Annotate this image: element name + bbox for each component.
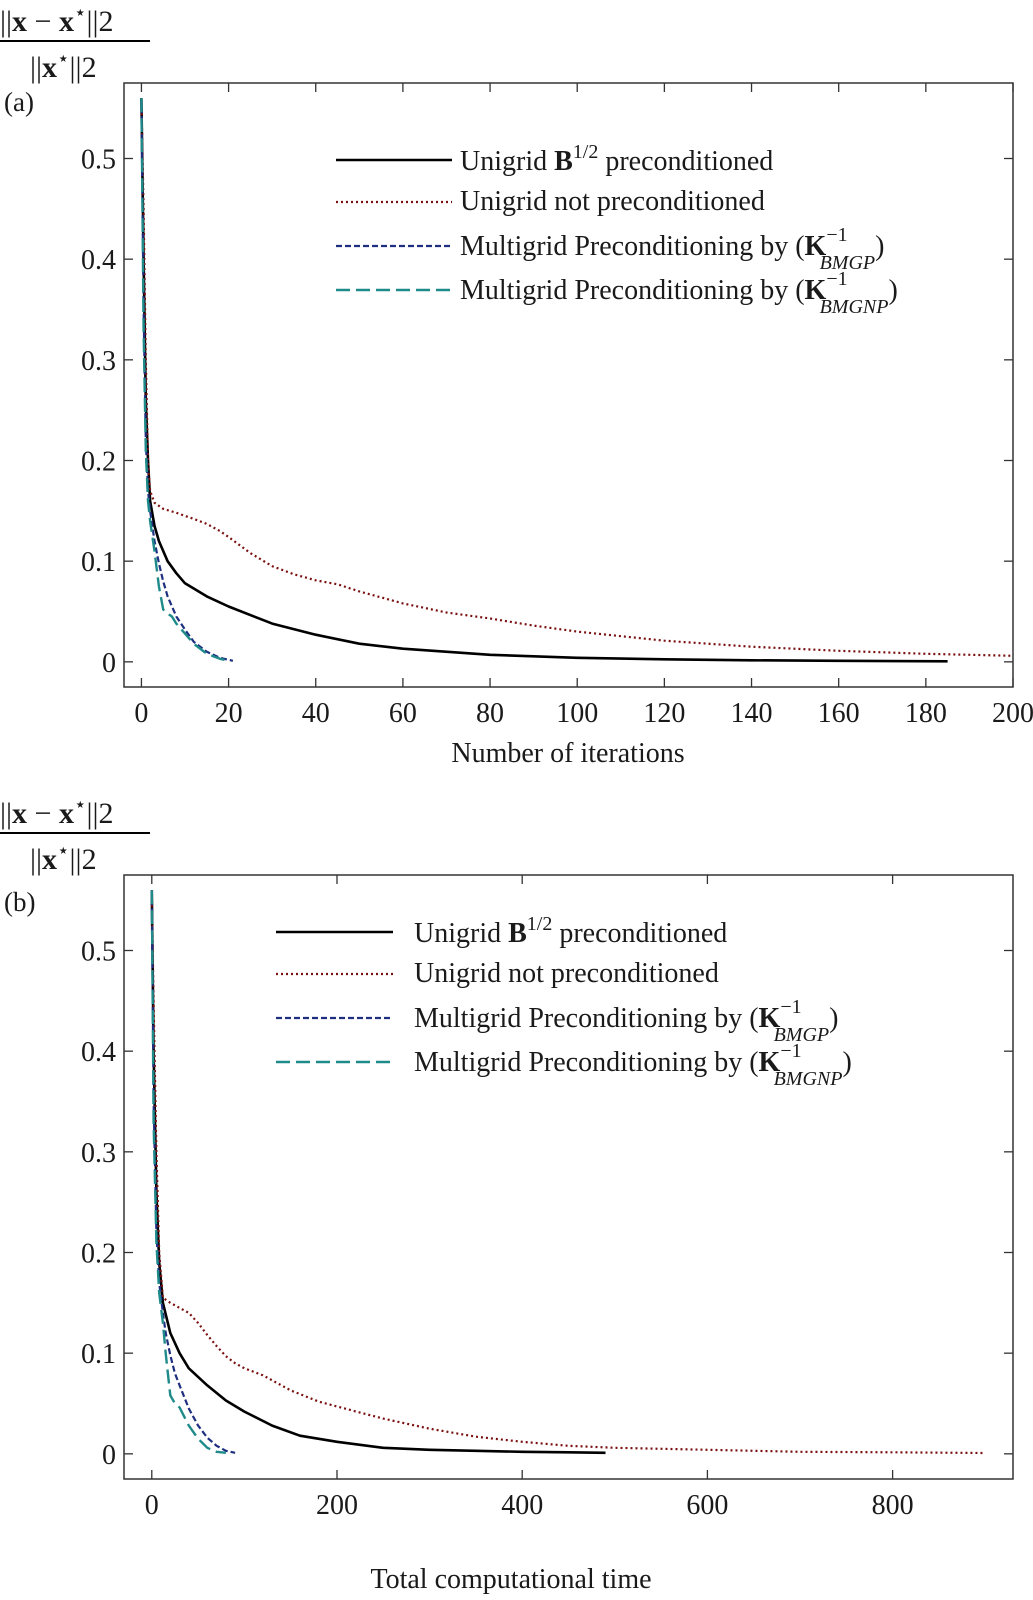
panel-label-b: (b)	[4, 887, 35, 917]
y-tick-label: 0	[102, 648, 116, 679]
y-axis-denominator: ||x⋆||2	[30, 840, 97, 876]
legend-item-bmgp-a: Multigrid Preconditioning by (K−1 BMGP)	[336, 224, 884, 274]
panel-b: ||x − x⋆||2 ||x⋆||2 (b) 0 200 400 600 800 0 0.…	[0, 794, 1014, 1595]
y-tick-label: 0.5	[81, 145, 116, 176]
x-tick-label: 80	[476, 698, 504, 729]
legend-item-unigrid-b: Unigrid B1/2 preconditioned	[276, 913, 727, 949]
y-axis-label-b: ||x − x⋆||2 ||x⋆||2	[0, 794, 150, 876]
panel-a: ||x − x⋆||2 ||x⋆||2 (a) 0 20 40 60 80 100 120 1…	[0, 2, 1033, 769]
x-tick-label: 60	[389, 698, 417, 729]
series-a	[140, 98, 1014, 663]
legend-a: Unigrid B1/2 preconditioned Unigrid not …	[336, 141, 898, 318]
x-tick-label: 600	[686, 1490, 728, 1521]
legend-label-unigrid: Unigrid B1/2 preconditioned	[414, 913, 727, 949]
y-tick-label: 0.1	[81, 547, 116, 578]
x-tick-label: 0	[134, 698, 148, 729]
ticks-b: 0 200 400 600 800 0 0.1 0.2 0.3 0.4 0.5	[81, 875, 1013, 1521]
series-b	[150, 890, 986, 1455]
series-line-notpre	[150, 890, 986, 1455]
x-axis-title-a: Number of iterations	[451, 738, 684, 769]
series-line-bmgp	[140, 98, 234, 662]
y-tick-label: 0.3	[81, 1138, 116, 1169]
legend-label-bmgnp: Multigrid Preconditioning by (K−1 BMGNP)	[460, 268, 898, 318]
series-line-bmgnp	[150, 890, 227, 1454]
y-axis-label-a: ||x − x⋆||2 ||x⋆||2	[0, 2, 150, 84]
y-tick-label: 0.5	[81, 937, 116, 968]
plot-frame-a	[123, 82, 1014, 688]
x-tick-label: 400	[501, 1490, 543, 1521]
legend-b: Unigrid B1/2 preconditioned Unigrid not …	[276, 913, 852, 1090]
x-tick-label: 20	[215, 698, 243, 729]
legend-item-unigrid-a: Unigrid B1/2 preconditioned	[336, 141, 773, 177]
y-axis-numerator: ||x − x⋆||2	[0, 794, 113, 830]
y-tick-label: 0	[102, 1440, 116, 1471]
series-line-bmgp	[150, 890, 236, 1454]
legend-label-bmgp: Multigrid Preconditioning by (K−1 BMGP)	[414, 996, 838, 1046]
series-line-notpre	[140, 98, 1014, 657]
legend-item-bmgnp-a: Multigrid Preconditioning by (K−1 BMGNP)	[336, 268, 898, 318]
y-axis-denominator: ||x⋆||2	[30, 48, 97, 84]
series-line-unigrid	[140, 98, 948, 663]
legend-item-bmgp-b: Multigrid Preconditioning by (K−1 BMGP)	[276, 996, 838, 1046]
y-tick-label: 0.2	[81, 447, 116, 478]
y-tick-label: 0.3	[81, 346, 116, 377]
x-tick-label: 40	[302, 698, 330, 729]
x-tick-label: 800	[872, 1490, 914, 1521]
x-tick-label: 100	[556, 698, 598, 729]
legend-label-bmgnp: Multigrid Preconditioning by (K−1 BMGNP)	[414, 1040, 852, 1090]
panel-label-a: (a)	[4, 87, 34, 117]
x-tick-label: 180	[905, 698, 947, 729]
series-line-bmgnp	[140, 98, 229, 662]
x-tick-label: 200	[992, 698, 1033, 729]
y-tick-label: 0.4	[81, 1037, 116, 1068]
x-tick-label: 160	[818, 698, 860, 729]
y-axis-numerator: ||x − x⋆||2	[0, 2, 113, 38]
legend-label-unigrid: Unigrid B1/2 preconditioned	[460, 141, 773, 177]
ticks-a: 0 20 40 60 80 100 120 140 160 180 200 0 0.1 0.2 0.3 0.4…	[81, 83, 1033, 729]
legend-item-notpre-b: Unigrid not preconditioned	[276, 958, 719, 989]
x-axis-title-b: Total computational time	[370, 1564, 651, 1595]
plot-frame-b	[123, 874, 1014, 1480]
y-tick-label: 0.4	[81, 245, 116, 276]
legend-label-bmgp: Multigrid Preconditioning by (K−1 BMGP)	[460, 224, 884, 274]
x-tick-label: 120	[643, 698, 685, 729]
y-tick-label: 0.1	[81, 1339, 116, 1370]
legend-label-notpre: Unigrid not preconditioned	[414, 958, 719, 989]
x-tick-label: 0	[145, 1490, 159, 1521]
legend-item-bmgnp-b: Multigrid Preconditioning by (K−1 BMGNP)	[276, 1040, 852, 1090]
legend-label-notpre: Unigrid not preconditioned	[460, 186, 765, 217]
x-tick-label: 140	[731, 698, 773, 729]
legend-item-notpre-a: Unigrid not preconditioned	[336, 186, 765, 217]
x-tick-label: 200	[316, 1490, 358, 1521]
y-tick-label: 0.2	[81, 1239, 116, 1270]
series-line-unigrid	[150, 890, 606, 1455]
